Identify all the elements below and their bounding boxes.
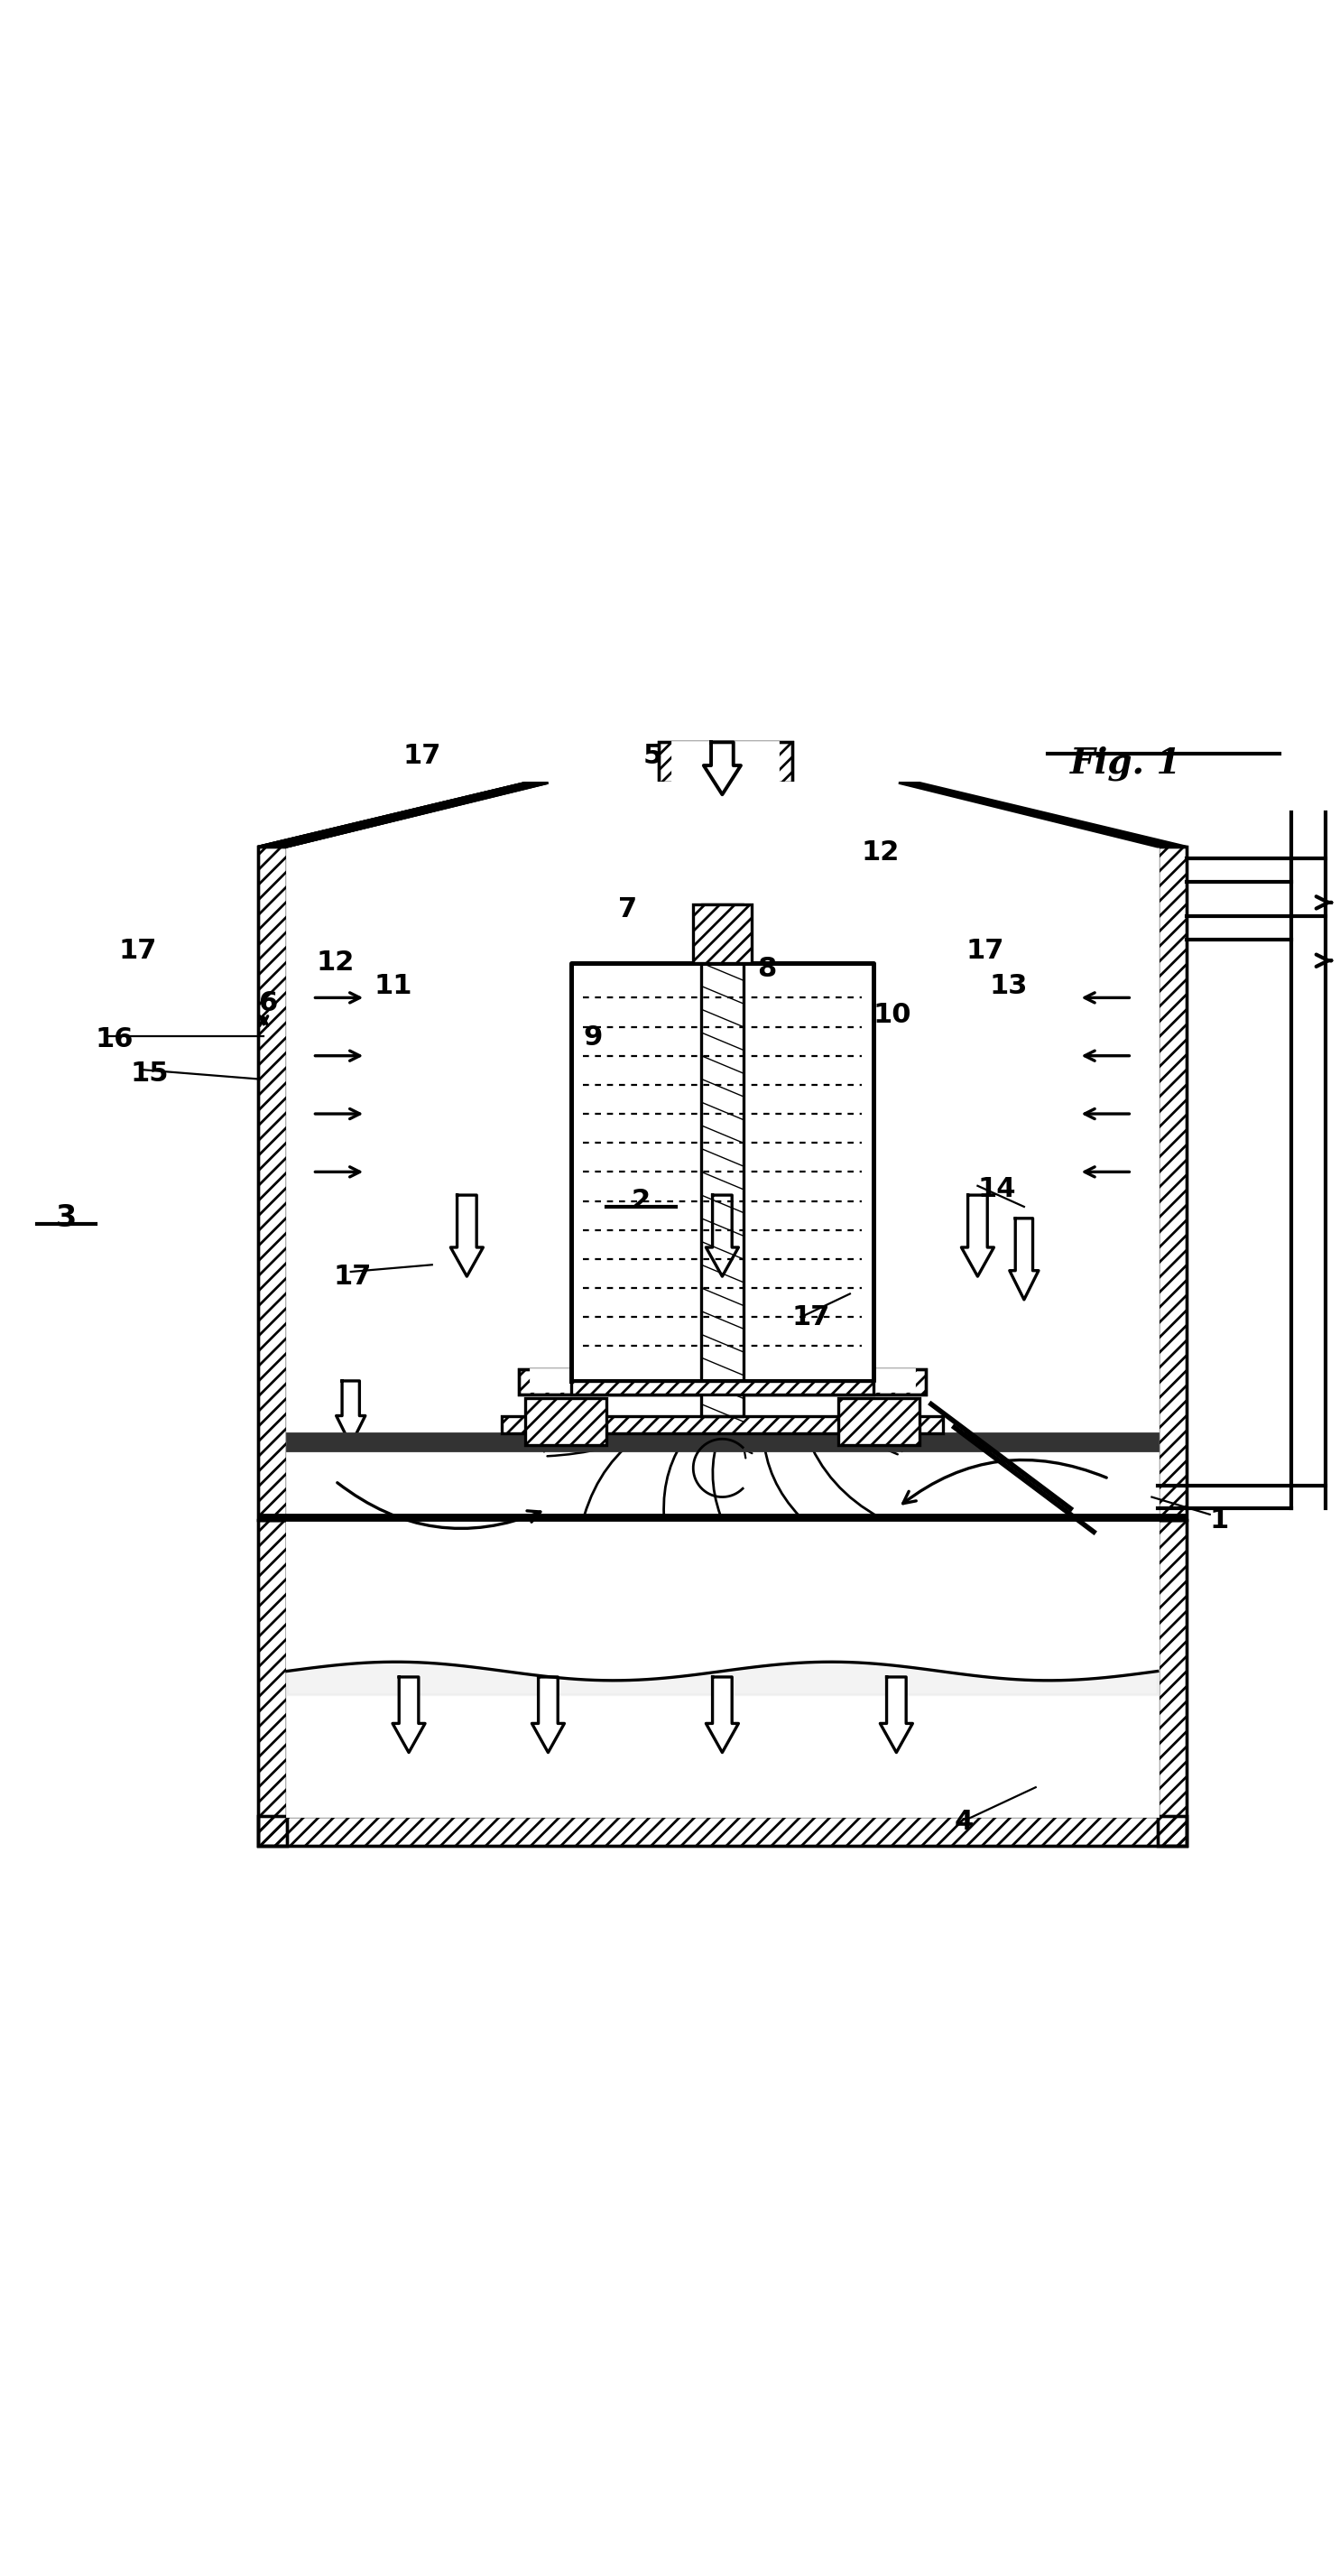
Text: 5: 5 bbox=[643, 742, 662, 770]
Text: 17: 17 bbox=[966, 938, 1004, 963]
Text: 9: 9 bbox=[583, 1025, 602, 1051]
Bar bbox=[571, 1381, 874, 1394]
Text: 1: 1 bbox=[1210, 1507, 1229, 1533]
Bar bbox=[501, 1417, 943, 1432]
Bar bbox=[1158, 848, 1187, 1520]
Bar bbox=[257, 1816, 1187, 1844]
Polygon shape bbox=[532, 1677, 564, 1752]
Bar bbox=[257, 848, 287, 1520]
Text: 12: 12 bbox=[862, 840, 899, 866]
Bar bbox=[257, 1520, 287, 1844]
Text: 12: 12 bbox=[316, 951, 354, 976]
Text: 7: 7 bbox=[618, 896, 636, 922]
Polygon shape bbox=[257, 783, 545, 848]
Text: 16: 16 bbox=[95, 1025, 134, 1054]
Text: 8: 8 bbox=[757, 956, 776, 981]
Text: 17: 17 bbox=[334, 1262, 371, 1291]
Polygon shape bbox=[287, 848, 1158, 1520]
Polygon shape bbox=[257, 783, 548, 848]
Polygon shape bbox=[531, 1370, 914, 1391]
Text: 14: 14 bbox=[978, 1177, 1016, 1203]
Bar bbox=[519, 1370, 926, 1394]
Bar bbox=[1158, 1520, 1187, 1844]
Polygon shape bbox=[704, 742, 741, 793]
Text: 17: 17 bbox=[119, 938, 157, 963]
Polygon shape bbox=[287, 1432, 1158, 1450]
Polygon shape bbox=[393, 1677, 425, 1752]
Polygon shape bbox=[706, 1677, 738, 1752]
Text: 4: 4 bbox=[954, 1808, 974, 1834]
Bar bbox=[257, 1520, 287, 1844]
Polygon shape bbox=[899, 783, 1187, 848]
Bar bbox=[658, 742, 792, 783]
Bar bbox=[658, 742, 792, 783]
Polygon shape bbox=[706, 1195, 738, 1275]
Text: 13: 13 bbox=[989, 974, 1028, 999]
Polygon shape bbox=[336, 1381, 366, 1445]
Polygon shape bbox=[673, 742, 779, 783]
Text: 2: 2 bbox=[631, 1188, 650, 1213]
Polygon shape bbox=[701, 904, 744, 1417]
Bar bbox=[693, 904, 752, 963]
Bar bbox=[1158, 1520, 1187, 1844]
Text: 17: 17 bbox=[403, 742, 441, 770]
Text: Fig. 1: Fig. 1 bbox=[1071, 747, 1182, 781]
Polygon shape bbox=[450, 1195, 484, 1275]
Text: 3: 3 bbox=[56, 1203, 76, 1234]
Bar bbox=[525, 1399, 606, 1445]
Bar bbox=[519, 1370, 926, 1394]
Polygon shape bbox=[287, 1520, 1158, 1816]
Polygon shape bbox=[257, 1515, 1187, 1520]
Polygon shape bbox=[961, 1195, 994, 1275]
Text: 11: 11 bbox=[374, 974, 413, 999]
Polygon shape bbox=[880, 1677, 913, 1752]
Bar bbox=[1158, 848, 1187, 1520]
Polygon shape bbox=[1009, 1218, 1038, 1301]
Bar bbox=[257, 1816, 1187, 1844]
Polygon shape bbox=[571, 963, 874, 1381]
Text: 17: 17 bbox=[792, 1303, 829, 1329]
Bar bbox=[257, 848, 287, 1520]
Bar bbox=[839, 1399, 919, 1445]
Text: 15: 15 bbox=[130, 1061, 169, 1087]
Polygon shape bbox=[257, 783, 548, 848]
Text: 10: 10 bbox=[874, 1002, 911, 1028]
Text: 6: 6 bbox=[257, 989, 277, 1018]
Polygon shape bbox=[287, 783, 1158, 848]
